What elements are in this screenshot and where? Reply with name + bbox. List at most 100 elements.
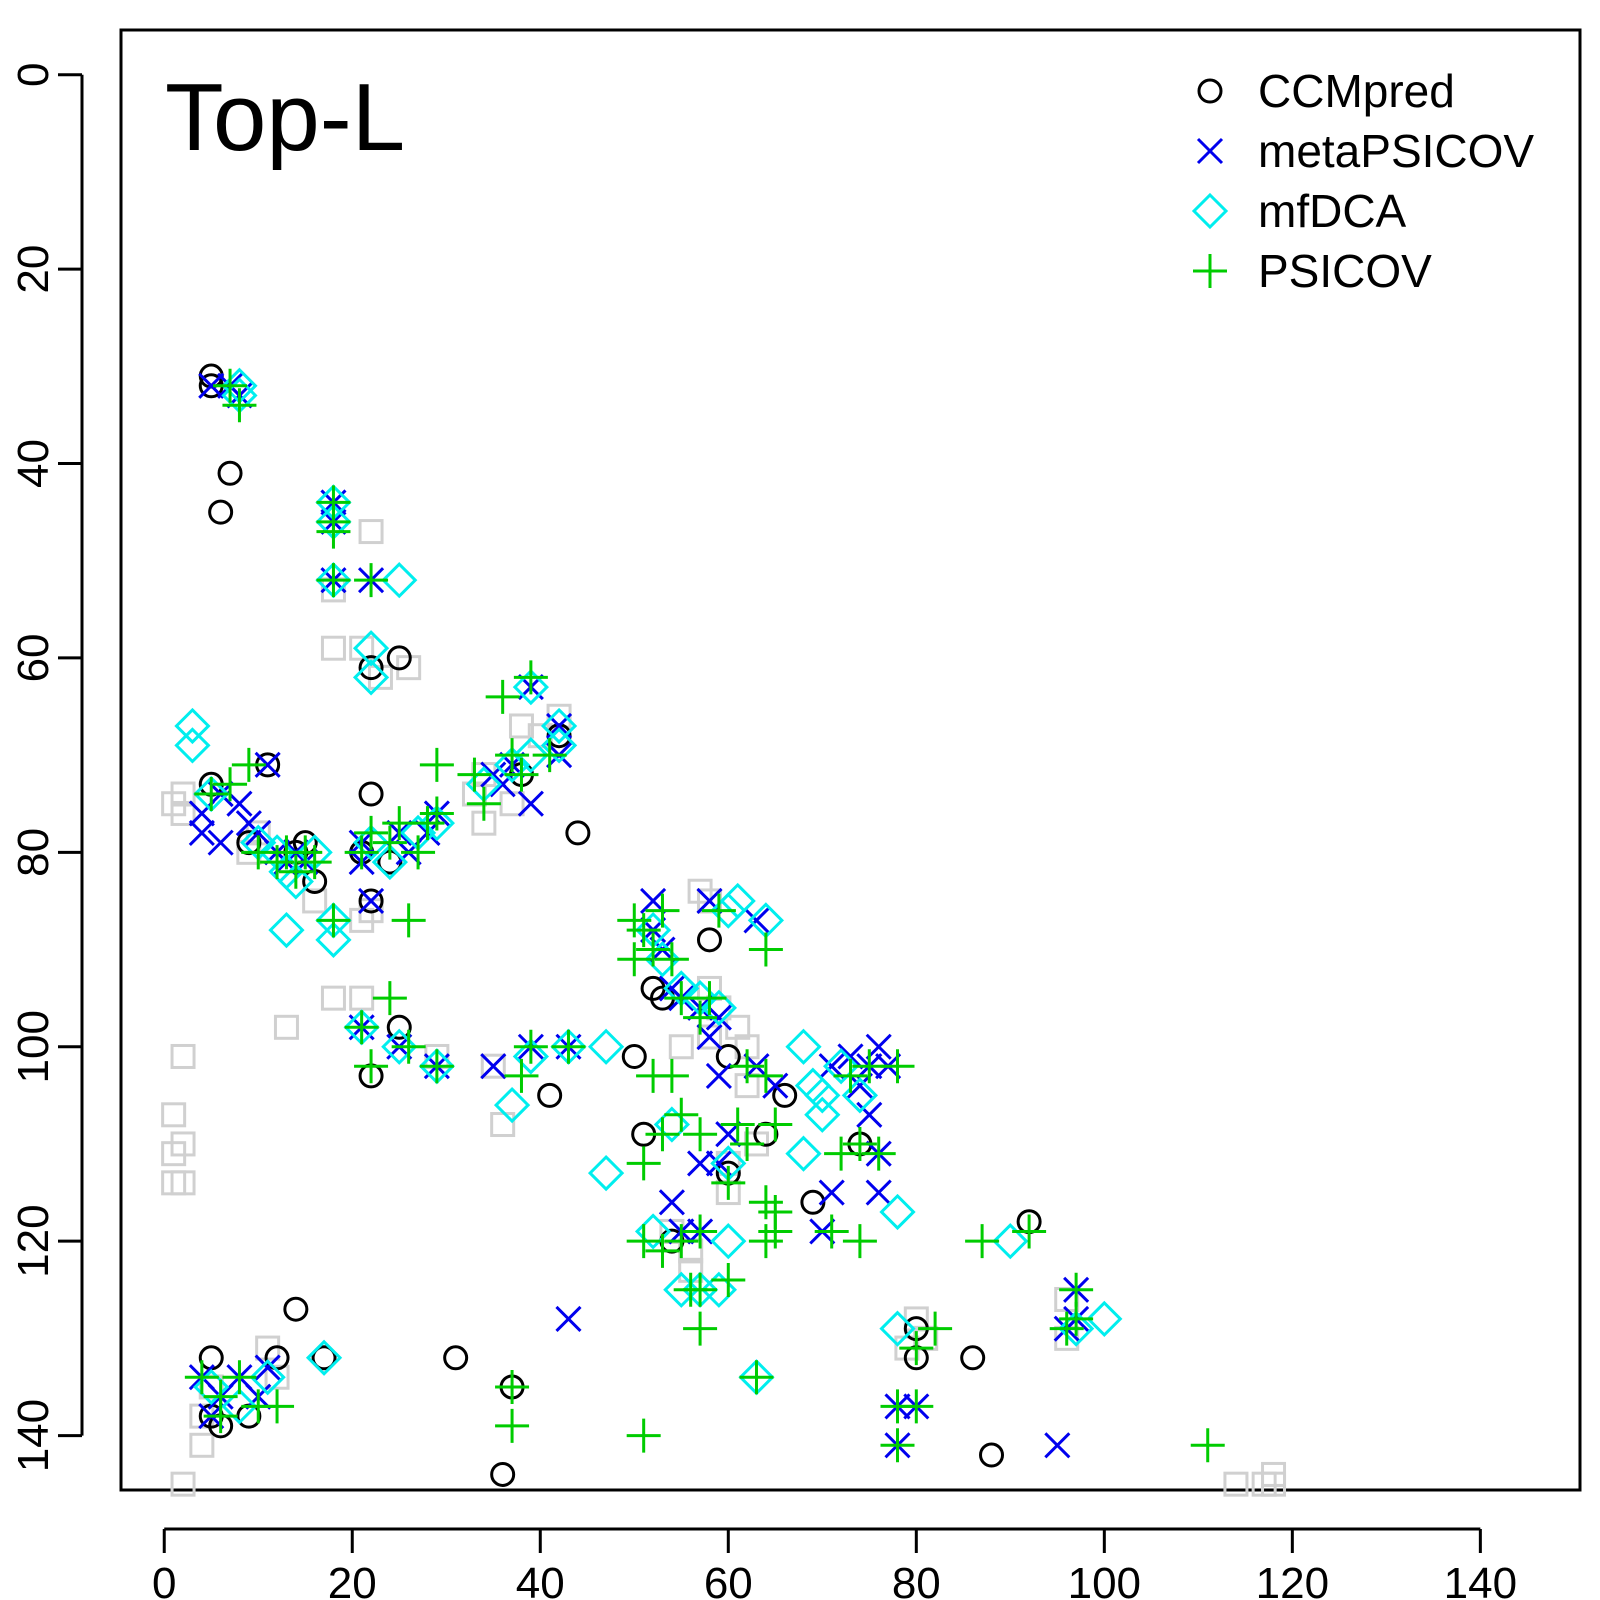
psicov-point [730, 1049, 765, 1084]
y-tick-label: 40 [9, 439, 58, 488]
psicov-point [354, 1049, 389, 1084]
metapsicov-point [818, 1179, 845, 1206]
psicov-point [410, 806, 445, 841]
psicov-point [683, 1214, 718, 1249]
psicov-point [419, 747, 454, 782]
mfdca-point [305, 1339, 343, 1376]
psicov-point [203, 1399, 238, 1434]
native-contact-point [170, 1131, 196, 1157]
legend-label-metapsicov: metaPSICOV [1258, 125, 1534, 177]
native-contact-point [170, 1043, 196, 1069]
psicov-point [636, 932, 671, 967]
native-contact-point [490, 1112, 516, 1138]
mfdca-point [879, 1193, 916, 1231]
mfdca-point [352, 659, 390, 696]
legend-label-mfdca: mfDCA [1258, 185, 1407, 237]
mfdca-point [785, 1135, 822, 1172]
ccmpred-point [358, 655, 384, 681]
native-contact-point [170, 800, 196, 826]
psicov-point [316, 563, 351, 598]
plot-frame [119, 28, 1582, 1492]
ccmpred-point [358, 888, 384, 914]
psicov-point [1059, 1272, 1094, 1307]
legend-label-ccmpred: CCMpred [1258, 65, 1455, 117]
psicov-point [485, 679, 520, 714]
mfdca-point [268, 911, 305, 949]
psicov-point [288, 835, 323, 870]
metapsicov-point [254, 1354, 281, 1381]
x-tick-label: 140 [1444, 1559, 1517, 1600]
psicov-point [673, 1272, 708, 1307]
native-contact-point [349, 985, 375, 1011]
native-contact-point [349, 635, 375, 661]
psicov-point [354, 815, 389, 850]
mfdca-point [785, 1028, 822, 1065]
psicov-point [654, 942, 689, 977]
x-tick-label: 80 [892, 1559, 941, 1600]
psicov-point [617, 942, 652, 977]
psicov-point [401, 835, 436, 870]
y-tick-label: 80 [9, 828, 58, 877]
psicov-point [683, 1000, 718, 1035]
psicov-point [683, 1117, 718, 1152]
ccmpred-point [565, 820, 591, 846]
psicov-point [748, 932, 783, 967]
ccmpred-point [236, 1403, 262, 1429]
psicov-point [551, 1029, 586, 1064]
y-tick-label: 140 [9, 1399, 58, 1472]
psicov-point [664, 1224, 699, 1259]
psicov-point [626, 1418, 661, 1453]
metapsicov-point [555, 1305, 582, 1332]
mfdca-point [710, 1223, 747, 1260]
psicov-point [316, 514, 351, 549]
y-tick-label: 0 [9, 62, 58, 86]
psicov-point [316, 903, 351, 938]
psicov-point [701, 893, 736, 928]
ccmpred-point [979, 1442, 1005, 1468]
legend-marker-metapsicov [1196, 137, 1224, 165]
psicov-point [748, 1224, 783, 1259]
metapsicov-point [658, 1189, 685, 1216]
psicov-point [495, 1408, 530, 1443]
psicov-point [711, 1165, 746, 1200]
psicov-point [626, 1224, 661, 1259]
psicov-point [626, 913, 661, 948]
mfdca-point [277, 863, 314, 900]
psicov-point [758, 1214, 793, 1249]
psicov-point [617, 903, 652, 938]
psicov-point [344, 835, 379, 870]
native-contact-point [320, 985, 346, 1011]
psicov-point [297, 845, 332, 880]
psicov-point [260, 845, 295, 880]
ccmpred-point [772, 1082, 798, 1108]
psicov-point [495, 738, 530, 773]
native-contact-point [273, 1014, 299, 1040]
ccmpred-point [283, 1296, 309, 1322]
legend-marker-ccmpred [1197, 78, 1223, 104]
chart-title: Top-L [165, 64, 405, 171]
psicov-point [748, 1058, 783, 1093]
ccmpred-point [386, 1014, 412, 1040]
native-contact-point [264, 1364, 290, 1390]
psicov-point [513, 660, 548, 695]
legend: CCMpred metaPSICOV mfDCA PSICOV [1191, 65, 1534, 297]
psicov-point [1012, 1214, 1047, 1249]
psicov-point [260, 1389, 295, 1424]
ccmpred-point [490, 1461, 516, 1487]
psicov-point [645, 1233, 680, 1268]
psicov-point [758, 1107, 793, 1142]
ccmpred-point [358, 781, 384, 807]
metapsicov-point [865, 1179, 892, 1206]
y-tick-label: 120 [9, 1204, 58, 1277]
psicov-point [278, 854, 313, 889]
psicov-point [222, 1360, 257, 1395]
native-contact-point [189, 1432, 215, 1458]
native-contact-point [170, 1170, 196, 1196]
psicov-point [504, 1058, 539, 1093]
mfdca-point [587, 1028, 625, 1065]
native-contact-point [480, 1053, 506, 1079]
x-tick-label: 100 [1068, 1559, 1141, 1600]
psicov-point [899, 1331, 934, 1366]
psicov-point [720, 1107, 755, 1142]
